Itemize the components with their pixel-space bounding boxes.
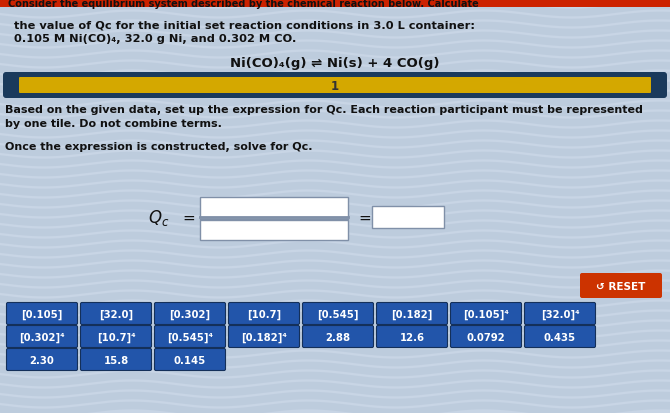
Text: [0.182]: [0.182] — [391, 309, 433, 319]
FancyBboxPatch shape — [155, 303, 226, 325]
Text: Based on the given data, set up the expression for Qc. Each reaction participant: Based on the given data, set up the expr… — [5, 105, 643, 115]
FancyBboxPatch shape — [450, 303, 521, 325]
FancyBboxPatch shape — [155, 326, 226, 348]
FancyBboxPatch shape — [525, 326, 596, 348]
FancyBboxPatch shape — [80, 349, 151, 370]
FancyBboxPatch shape — [7, 326, 78, 348]
Text: 12.6: 12.6 — [399, 332, 425, 342]
Text: Ni(CO)₄(g) ⇌ Ni(s) + 4 CO(g): Ni(CO)₄(g) ⇌ Ni(s) + 4 CO(g) — [230, 57, 440, 70]
Text: =: = — [182, 210, 195, 225]
Text: [0.545]: [0.545] — [318, 309, 358, 319]
FancyBboxPatch shape — [525, 303, 596, 325]
FancyBboxPatch shape — [228, 303, 299, 325]
Text: Once the expression is constructed, solve for Qc.: Once the expression is constructed, solv… — [5, 142, 312, 152]
FancyBboxPatch shape — [580, 273, 662, 298]
Text: 0.0792: 0.0792 — [466, 332, 505, 342]
Text: $Q_c$: $Q_c$ — [148, 207, 170, 228]
Text: [0.302]: [0.302] — [170, 309, 210, 319]
Text: [0.105]⁴: [0.105]⁴ — [463, 309, 509, 319]
Text: 15.8: 15.8 — [103, 355, 129, 365]
Text: [0.545]⁴: [0.545]⁴ — [167, 332, 213, 342]
Text: 2.30: 2.30 — [29, 355, 54, 365]
Text: 0.145: 0.145 — [174, 355, 206, 365]
Text: 1: 1 — [331, 80, 339, 93]
FancyBboxPatch shape — [200, 221, 348, 240]
Text: [0.302]⁴: [0.302]⁴ — [19, 332, 65, 342]
FancyBboxPatch shape — [200, 197, 348, 218]
FancyBboxPatch shape — [377, 326, 448, 348]
Text: [10.7]⁴: [10.7]⁴ — [96, 332, 135, 342]
FancyBboxPatch shape — [377, 303, 448, 325]
FancyBboxPatch shape — [450, 326, 521, 348]
Text: Consider the equilibrium system described by the chemical reaction below. Calcul: Consider the equilibrium system describe… — [8, 0, 479, 9]
FancyBboxPatch shape — [372, 206, 444, 228]
Text: the value of Qc for the initial set reaction conditions in 3.0 L container:: the value of Qc for the initial set reac… — [14, 20, 475, 30]
FancyBboxPatch shape — [3, 73, 667, 99]
Text: [10.7]: [10.7] — [247, 309, 281, 319]
Text: [0.182]⁴: [0.182]⁴ — [241, 332, 287, 342]
Text: 0.105 M Ni(CO)₄, 32.0 g Ni, and 0.302 M CO.: 0.105 M Ni(CO)₄, 32.0 g Ni, and 0.302 M … — [14, 34, 296, 44]
FancyBboxPatch shape — [7, 303, 78, 325]
Text: [32.0]⁴: [32.0]⁴ — [541, 309, 580, 319]
FancyBboxPatch shape — [155, 349, 226, 370]
FancyBboxPatch shape — [80, 326, 151, 348]
FancyBboxPatch shape — [7, 349, 78, 370]
FancyBboxPatch shape — [302, 303, 373, 325]
Text: =: = — [358, 210, 371, 225]
Text: 2.88: 2.88 — [326, 332, 350, 342]
FancyBboxPatch shape — [0, 0, 670, 8]
Text: by one tile. Do not combine terms.: by one tile. Do not combine terms. — [5, 119, 222, 129]
FancyBboxPatch shape — [19, 78, 651, 94]
Text: 0.435: 0.435 — [544, 332, 576, 342]
FancyBboxPatch shape — [228, 326, 299, 348]
Text: ↺ RESET: ↺ RESET — [596, 281, 646, 291]
FancyBboxPatch shape — [80, 303, 151, 325]
Text: [0.105]: [0.105] — [21, 309, 63, 319]
FancyBboxPatch shape — [302, 326, 373, 348]
Text: [32.0]: [32.0] — [99, 309, 133, 319]
